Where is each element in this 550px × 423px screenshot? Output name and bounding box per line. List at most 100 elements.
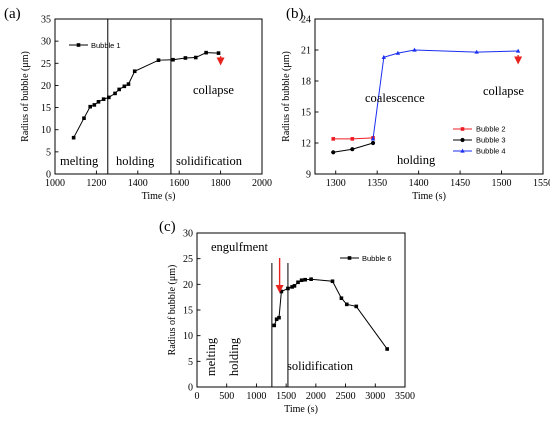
x-tick-label: 2000 (252, 178, 272, 189)
x-axis-label: Time (s) (284, 404, 318, 415)
legend-marker (76, 43, 81, 47)
region-label-solidification: solidification (287, 359, 354, 373)
series-bubble-3 (331, 140, 376, 155)
data-point (171, 57, 175, 62)
legend-label: Bubble 2 (476, 125, 506, 134)
data-point (303, 277, 307, 282)
y-tick-label: 30 (183, 229, 193, 240)
region-label-solidification: solidification (176, 154, 243, 168)
x-tick-label: 2000 (306, 391, 326, 402)
x-tick-label: 3500 (395, 391, 415, 402)
data-point (350, 147, 355, 152)
x-tick-label: 1400 (409, 178, 429, 189)
panel-label: (a) (4, 6, 21, 22)
y-tick-label: 18 (301, 77, 311, 88)
panel-a-chart: 1000 1200 1400 1600 1800 2000 0 5 10 15 20 25 30 35 Ti… (4, 6, 272, 202)
x-tick-label: 1400 (128, 178, 148, 189)
y-tick-label: 30 (41, 37, 51, 48)
y-tick-label: 25 (183, 254, 193, 265)
legend-marker (460, 127, 465, 131)
data-point (71, 135, 76, 140)
data-point (96, 100, 101, 104)
data-point (82, 116, 86, 120)
engulfment-arrow-head (275, 285, 284, 294)
region-label-melting: melting (60, 154, 99, 168)
x-tick-label: 3000 (365, 391, 385, 402)
y-tick-label: 24 (301, 15, 311, 26)
series-bubble-6 (272, 277, 389, 351)
data-point (354, 304, 359, 309)
x-tick-label: 1600 (169, 178, 189, 189)
collapse-label: collapse (193, 83, 234, 97)
data-point (339, 296, 344, 300)
data-point (296, 280, 300, 285)
data-point (370, 136, 376, 141)
data-point (412, 47, 417, 52)
data-point (381, 54, 387, 59)
series-line (372, 49, 519, 139)
collapse-arrow-head (514, 56, 523, 65)
data-point (132, 69, 137, 74)
plot-frame (54, 18, 263, 175)
x-tick-label: 0 (195, 391, 200, 402)
data-point (286, 286, 290, 291)
x-tick-label: 1500 (492, 178, 512, 189)
data-point (395, 50, 401, 55)
data-point (126, 82, 131, 86)
y-tick-label: 15 (183, 306, 193, 317)
panel-c-chart: 0 500 1000 1500 2000 2500 3000 3500 0 5 10 15 20 25 30… (159, 219, 415, 415)
legend-marker (347, 256, 352, 260)
data-point (331, 150, 336, 155)
x-tick-label: 1500 (276, 391, 296, 402)
legend: Bubble 1 (69, 41, 121, 50)
region-label-melting: melting (204, 337, 218, 376)
data-point (88, 104, 92, 109)
x-tick-label: 500 (219, 391, 234, 402)
x-axis-label: Time (s) (412, 191, 446, 202)
legend: Bubble 2 Bubble 3 Bubble 4 (453, 125, 506, 156)
y-tick-label: 15 (301, 108, 311, 119)
legend-marker (460, 148, 465, 153)
data-point (101, 97, 106, 101)
y-tick-label: 5 (46, 147, 51, 158)
data-point (216, 51, 221, 55)
series-bubble-2 (331, 136, 375, 141)
legend-label: Bubble 1 (91, 41, 121, 50)
legend-label: Bubble 6 (362, 254, 392, 263)
data-point (515, 48, 521, 53)
x-tick-label: 1800 (211, 178, 231, 189)
data-point (113, 91, 117, 96)
data-point (156, 58, 161, 62)
y-tick-label: 0 (188, 383, 193, 394)
region-label-holding: holding (116, 154, 155, 168)
panel-label: (c) (159, 219, 176, 235)
data-point (204, 50, 208, 55)
series-line (273, 278, 388, 350)
x-axis-label: Time (s) (142, 191, 176, 202)
data-point (370, 140, 376, 146)
legend-label: Bubble 4 (476, 147, 506, 156)
data-point (193, 55, 198, 60)
region-label-holding: holding (227, 337, 241, 376)
x-tick-label: 1200 (86, 178, 106, 189)
data-point (107, 95, 111, 100)
data-point (279, 289, 284, 294)
data-point (122, 84, 127, 89)
x-tick-label: 2500 (336, 391, 356, 402)
x-tick-label: 1450 (450, 178, 470, 189)
data-point (474, 49, 479, 54)
y-tick-label: 15 (41, 103, 51, 114)
x-tick-label: 1300 (326, 178, 346, 189)
data-point (274, 317, 279, 322)
series-bubble-1 (71, 50, 221, 140)
data-point (330, 279, 335, 284)
x-tick-label: 1000 (45, 178, 65, 189)
data-point (272, 323, 277, 328)
y-axis-label: Radius of bubble (μm) (20, 51, 31, 142)
y-axis-label: Radius of bubble (μm) (281, 51, 292, 142)
legend-label: Bubble 3 (476, 136, 506, 145)
data-point (277, 315, 281, 320)
collapse-arrow-head (216, 57, 225, 66)
y-tick-label: 25 (41, 59, 51, 70)
